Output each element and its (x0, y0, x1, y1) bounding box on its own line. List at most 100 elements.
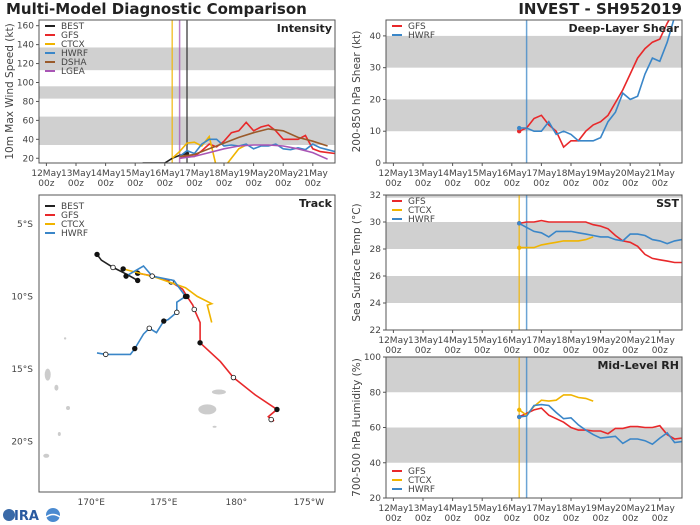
x-tick-day: 18May (556, 336, 587, 346)
x-tick-day: 19May (586, 169, 617, 179)
x-tick-day: 13May (408, 169, 439, 179)
x-tick-hour: 00z (563, 514, 579, 524)
x-tick-hour: 00z (593, 179, 609, 189)
series-line-hwrf (518, 222, 682, 245)
x-tick-day: 17May (526, 504, 557, 514)
track-point-gfs (274, 406, 280, 413)
plot-frame (385, 194, 683, 331)
x-tick-day: 20May (615, 169, 646, 179)
x-tick-hour: 00z (445, 179, 461, 189)
x-tick-hour: 00z (652, 179, 668, 189)
x-tick-hour: 00z (415, 179, 431, 189)
lat-tick-label: 5°S (17, 220, 33, 230)
x-tick-hour: 00z (593, 346, 609, 356)
series-line-ctcx (171, 134, 247, 163)
y-tick-label: 20 (23, 154, 35, 164)
y-tick-label: 20 (370, 494, 382, 504)
x-tick-hour: 00z (275, 179, 291, 189)
y-tick-label: 120 (17, 60, 34, 70)
x-tick-day: 15May (120, 169, 151, 179)
track-point-hwrf (149, 273, 155, 279)
panel-title: SST (656, 197, 679, 210)
y-tick-label: 60 (370, 424, 382, 434)
series-point-ctcx (517, 245, 522, 250)
threshold-band (386, 99, 682, 132)
map-frame (38, 194, 336, 493)
x-tick-day: 18May (209, 169, 240, 179)
island-shape (54, 384, 59, 391)
legend-label: GFS (61, 31, 79, 41)
island-shape (211, 389, 226, 395)
x-tick-hour: 00z (622, 514, 638, 524)
series-line-hwrf (519, 20, 675, 142)
x-tick-hour: 00z (68, 179, 84, 189)
x-tick-hour: 00z (98, 179, 114, 189)
y-axis-label: 200-850 hPa Shear (kt) (351, 31, 363, 153)
x-tick-hour: 00z (186, 179, 202, 189)
y-tick-label: 60 (23, 116, 35, 126)
legend-label: GFS (408, 22, 426, 32)
x-tick-hour: 00z (157, 179, 173, 189)
panel-title: Track (299, 197, 333, 210)
legend-label: GFS (408, 197, 426, 207)
y-tick-label: 100 (364, 353, 381, 363)
track-point-gfs (197, 340, 203, 346)
y-axis-label: Sea Surface Temp (°C) (351, 203, 363, 321)
lon-tick-label: 175°W (294, 498, 325, 508)
y-tick-label: 40 (370, 459, 382, 469)
lat-tick-label: 20°S (11, 437, 33, 447)
x-tick-day: 14May (438, 169, 469, 179)
x-tick-day: 20May (615, 336, 646, 346)
track-point-ctcx (120, 266, 126, 272)
x-tick-hour: 00z (445, 514, 461, 524)
series-line-gfs (519, 219, 682, 264)
storm-id: INVEST - SH952019 (518, 0, 682, 18)
track-point-best (110, 264, 116, 271)
track-point-hwrf (103, 351, 109, 358)
legend-label: HWRF (61, 49, 88, 59)
x-tick-day: 14May (438, 504, 469, 514)
x-tick-hour: 00z (622, 346, 638, 356)
y-tick-label: 30 (370, 64, 382, 74)
threshold-band (386, 357, 682, 393)
legend-label: GFS (408, 467, 426, 477)
x-tick-day: 20May (615, 504, 646, 514)
legend-label: HWRF (408, 485, 435, 495)
track-point-best (94, 251, 100, 258)
x-tick-hour: 00z (622, 179, 638, 189)
series-line-ctcx (519, 236, 594, 249)
x-tick-hour: 00z (415, 346, 431, 356)
x-tick-hour: 00z (305, 179, 321, 189)
y-tick-label: 30 (370, 218, 382, 228)
plot-frame (38, 19, 336, 164)
y-axis-label: 10m Max Wind Speed (kt) (4, 23, 16, 159)
x-tick-hour: 00z (563, 346, 579, 356)
x-tick-day: 14May (438, 336, 469, 346)
x-tick-day: 21May (298, 169, 329, 179)
legend-label: HWRF (408, 215, 435, 225)
y-tick-label: 28 (370, 245, 382, 255)
y-axis-label: 700-500 hPa Humidity (%) (351, 358, 363, 497)
x-tick-hour: 00z (474, 346, 490, 356)
x-tick-hour: 00z (246, 179, 262, 189)
threshold-band (386, 195, 682, 198)
y-tick-label: 10 (370, 127, 382, 137)
legend-label: BEST (61, 202, 85, 212)
plot-frame (385, 19, 683, 164)
legend-label: HWRF (408, 31, 435, 41)
x-tick-hour: 00z (385, 514, 401, 524)
x-tick-day: 16May (497, 504, 528, 514)
x-tick-day: 17May (526, 169, 557, 179)
x-tick-hour: 00z (563, 179, 579, 189)
track-point-hwrf (182, 293, 189, 300)
x-tick-day: 12May (31, 169, 62, 179)
cira-logo: IRA (3, 508, 61, 524)
legend-label: CTCX (61, 220, 85, 230)
series-point-hwrf (517, 414, 522, 420)
x-tick-hour: 00z (652, 346, 668, 356)
island-shape (63, 337, 67, 340)
x-tick-day: 12May (378, 336, 409, 346)
panel-title: Deep-Layer Shear (568, 22, 679, 35)
